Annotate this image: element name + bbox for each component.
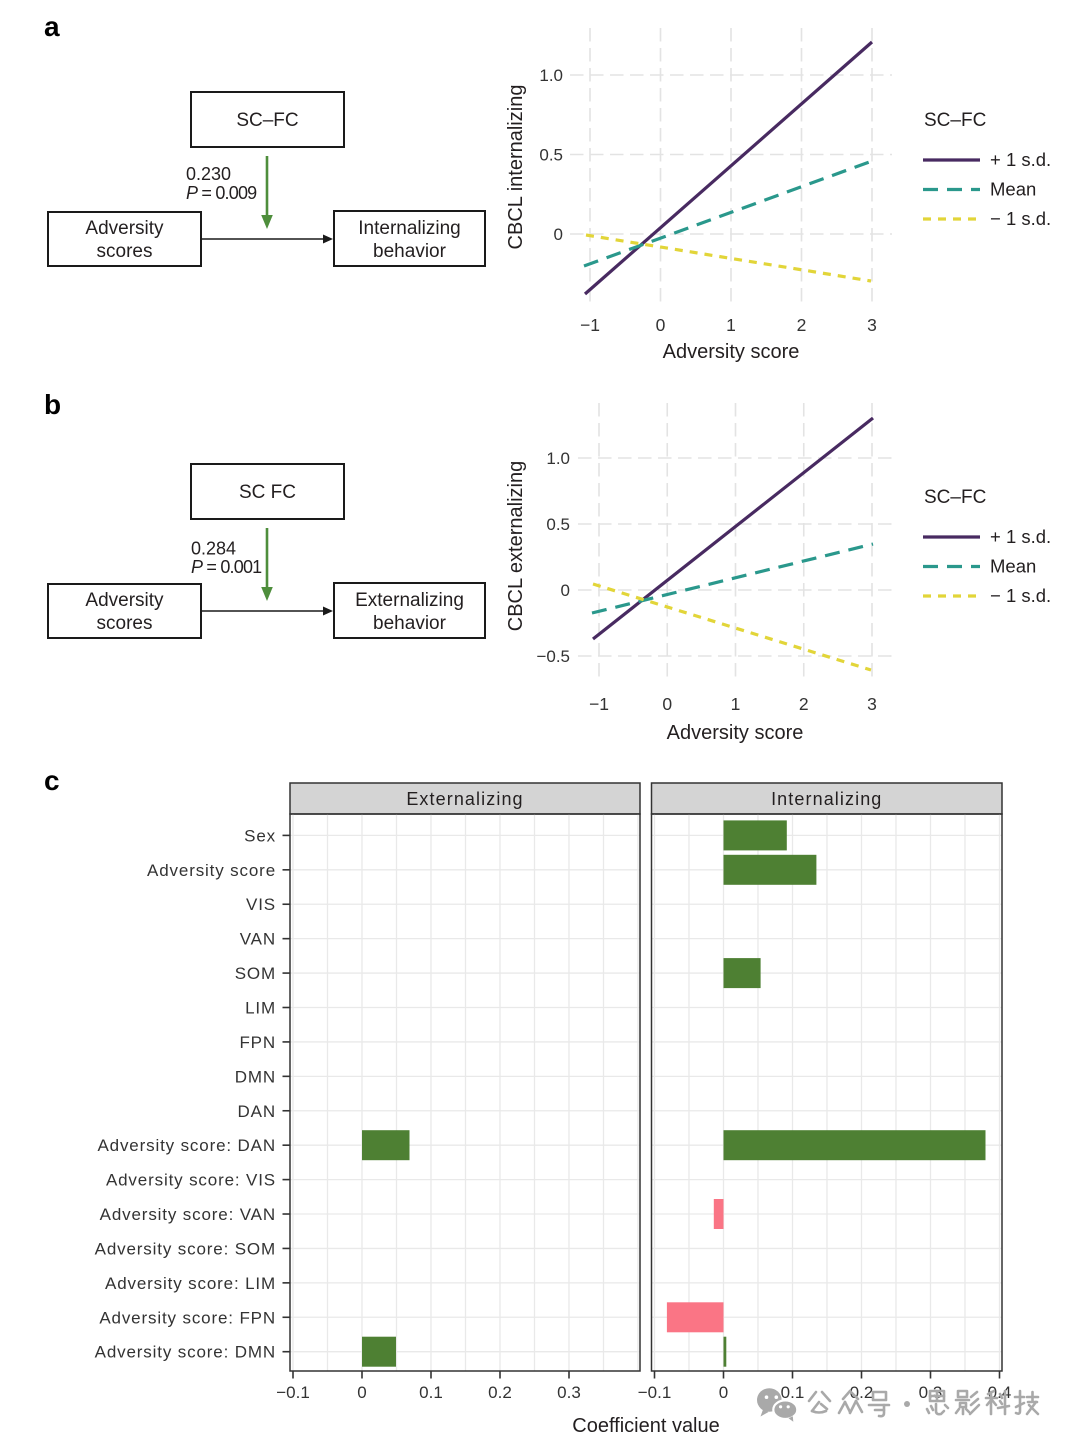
- svg-text:1: 1: [731, 694, 741, 714]
- svg-text:Adversity score: VIS: Adversity score: VIS: [106, 1171, 276, 1190]
- svg-text:−1: −1: [580, 315, 600, 335]
- svg-text:Adversity: Adversity: [85, 218, 164, 239]
- svg-text:+ 1 s.d.: + 1 s.d.: [990, 149, 1051, 170]
- svg-text:SC–FC: SC–FC: [236, 110, 298, 131]
- svg-text:behavior: behavior: [373, 241, 447, 262]
- svg-text:−0.1: −0.1: [276, 1383, 310, 1402]
- svg-text:SC–FC: SC–FC: [924, 487, 986, 508]
- svg-text:Adversity score: Adversity score: [667, 722, 804, 744]
- svg-text:0.5: 0.5: [539, 146, 563, 165]
- svg-text:Adversity score: Adversity score: [663, 341, 800, 363]
- svg-text:a: a: [44, 11, 60, 42]
- svg-text:0: 0: [554, 225, 563, 244]
- svg-text:Adversity score: DAN: Adversity score: DAN: [97, 1136, 276, 1155]
- svg-text:SC FC: SC FC: [239, 482, 296, 503]
- svg-text:0: 0: [656, 315, 666, 335]
- svg-text:VIS: VIS: [246, 895, 276, 914]
- svg-text:Internalizing: Internalizing: [358, 218, 460, 239]
- svg-text:scores: scores: [97, 241, 153, 262]
- svg-text:2: 2: [797, 315, 807, 335]
- svg-text:−1: −1: [589, 694, 609, 714]
- svg-text:Adversity score: FPN: Adversity score: FPN: [99, 1308, 276, 1327]
- svg-text:−0.5: −0.5: [536, 647, 570, 666]
- svg-text:CBCL externalizing: CBCL externalizing: [505, 461, 527, 631]
- svg-text:0.2: 0.2: [488, 1383, 512, 1402]
- svg-text:Adversity score: VAN: Adversity score: VAN: [100, 1205, 276, 1224]
- svg-text:2: 2: [799, 694, 809, 714]
- svg-text:Adversity score: DMN: Adversity score: DMN: [95, 1343, 276, 1362]
- svg-text:0.284: 0.284: [191, 539, 236, 559]
- svg-text:Coefficient value: Coefficient value: [572, 1415, 720, 1437]
- svg-text:LIM: LIM: [245, 999, 276, 1018]
- svg-text:c: c: [44, 765, 60, 796]
- svg-text:1: 1: [726, 315, 736, 335]
- svg-text:DMN: DMN: [235, 1067, 276, 1086]
- svg-text:SC–FC: SC–FC: [924, 110, 986, 131]
- svg-text:Adversity score: Adversity score: [147, 861, 276, 880]
- svg-text:DAN: DAN: [238, 1102, 276, 1121]
- svg-text:Externalizing: Externalizing: [355, 590, 464, 611]
- svg-text:Internalizing: Internalizing: [771, 789, 882, 809]
- svg-text:Adversity score: SOM: Adversity score: SOM: [95, 1239, 276, 1258]
- svg-text:0.1: 0.1: [419, 1383, 443, 1402]
- svg-text:CBCL internalizing: CBCL internalizing: [505, 85, 527, 250]
- svg-text:1.0: 1.0: [546, 449, 570, 468]
- svg-text:3: 3: [867, 315, 877, 335]
- svg-text:behavior: behavior: [373, 613, 447, 634]
- svg-text:SOM: SOM: [235, 964, 276, 983]
- svg-text:Adversity: Adversity: [85, 590, 164, 611]
- svg-text:+ 1 s.d.: + 1 s.d.: [990, 526, 1051, 547]
- svg-text:P = 0.001: P = 0.001: [191, 557, 262, 577]
- svg-text:Sex: Sex: [244, 826, 276, 845]
- svg-text:P = 0.009: P = 0.009: [186, 183, 257, 203]
- svg-text:0: 0: [719, 1383, 728, 1402]
- svg-text:Mean: Mean: [990, 179, 1036, 200]
- svg-text:0: 0: [662, 694, 672, 714]
- svg-text:− 1 s.d.: − 1 s.d.: [990, 585, 1051, 606]
- svg-text:0: 0: [561, 581, 570, 600]
- svg-text:scores: scores: [97, 613, 153, 634]
- svg-text:0: 0: [357, 1383, 366, 1402]
- svg-text:0.5: 0.5: [546, 515, 570, 534]
- svg-text:0.1: 0.1: [781, 1383, 805, 1402]
- svg-text:Adversity score: LIM: Adversity score: LIM: [105, 1274, 276, 1293]
- svg-text:−0.1: −0.1: [638, 1383, 672, 1402]
- svg-text:0.3: 0.3: [557, 1383, 581, 1402]
- svg-text:3: 3: [867, 694, 877, 714]
- svg-text:Externalizing: Externalizing: [406, 789, 523, 809]
- svg-text:0.230: 0.230: [186, 164, 231, 184]
- svg-text:b: b: [44, 389, 61, 420]
- svg-text:− 1 s.d.: − 1 s.d.: [990, 208, 1051, 229]
- svg-text:1.0: 1.0: [539, 66, 563, 85]
- svg-text:FPN: FPN: [239, 1033, 276, 1052]
- svg-text:VAN: VAN: [240, 930, 276, 949]
- svg-text:Mean: Mean: [990, 556, 1036, 577]
